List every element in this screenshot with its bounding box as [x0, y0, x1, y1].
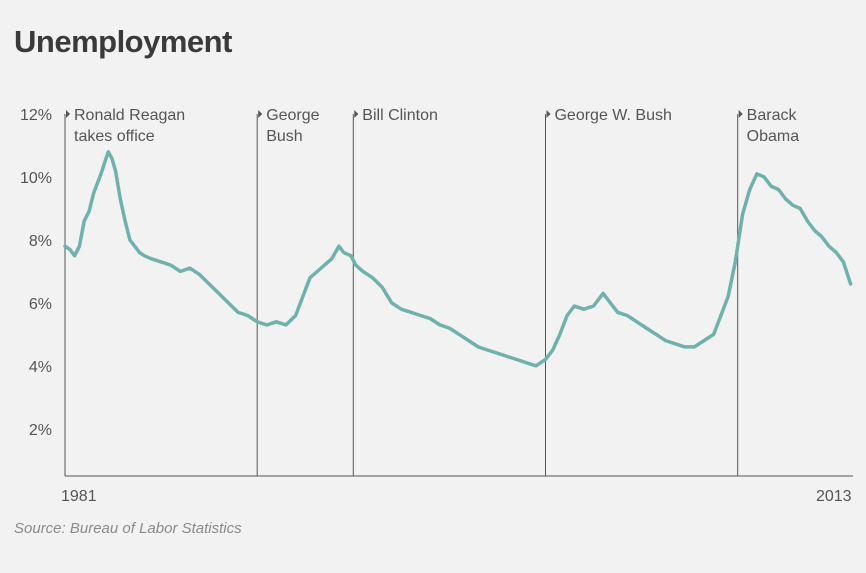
series-lines: [63, 150, 853, 368]
y-tick-label: 4%: [29, 359, 52, 376]
y-tick-label: 6%: [29, 296, 52, 313]
x-axis-ticks: 1981 2013: [61, 488, 852, 505]
president-label: Obama: [747, 128, 800, 145]
president-label: Barack: [747, 107, 798, 124]
chart-title: Unemployment: [14, 24, 232, 59]
marker-arrow-icon: [354, 110, 359, 118]
president-label: George: [266, 107, 319, 124]
president-markers: Ronald Reagan takes office George Bush Bill …: [64, 107, 800, 476]
marker-arrow-icon: [66, 110, 70, 118]
marker-arrow-icon: [546, 110, 551, 118]
x-tick-label: 2013: [816, 488, 852, 505]
y-axis-ticks: 2% 4% 6% 8% 10% 12%: [20, 107, 52, 439]
president-label: Bill Clinton: [362, 107, 438, 124]
unemployment-series-line: [63, 150, 853, 368]
president-label: Bush: [266, 128, 302, 145]
x-tick-label: 1981: [61, 488, 97, 505]
y-tick-label: 10%: [20, 170, 52, 187]
marker-arrow-icon: [738, 110, 743, 118]
y-tick-label: 8%: [29, 233, 52, 250]
president-label: George W. Bush: [554, 107, 671, 124]
y-tick-label: 12%: [20, 107, 52, 124]
source-note: Source: Bureau of Labor Statistics: [14, 520, 242, 537]
president-label: Ronald Reagan: [74, 107, 185, 124]
y-tick-label: 2%: [29, 422, 52, 439]
president-label: takes office: [74, 128, 155, 145]
marker-arrow-icon: [258, 110, 263, 118]
